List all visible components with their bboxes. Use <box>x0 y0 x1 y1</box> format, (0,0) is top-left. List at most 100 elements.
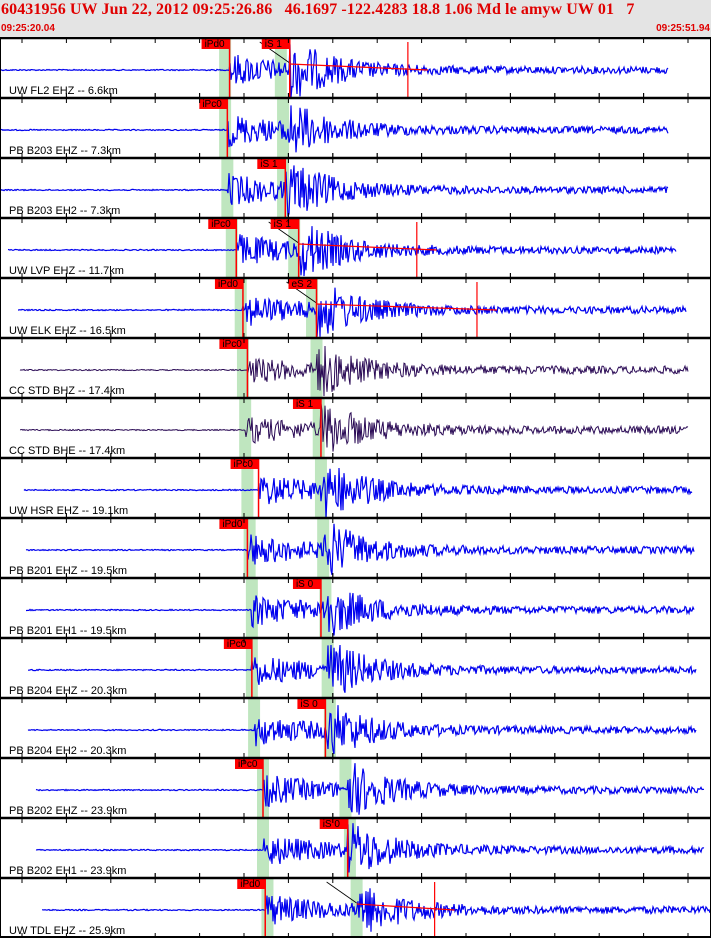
s-theoretical-band <box>274 38 287 98</box>
p-theoretical-band <box>219 98 232 158</box>
p-theoretical-band <box>219 38 232 98</box>
station-label: UW TDL EHZ -- 25.9km <box>9 925 125 937</box>
station-label: CC STD BHZ -- 17.4km <box>9 385 125 397</box>
s-pick-label: iS 0 <box>323 819 341 830</box>
p-pick-tag <box>235 758 264 769</box>
s-theoretical-band <box>288 218 301 278</box>
station-label: PB B201 EHZ -- 19.5km <box>9 565 127 577</box>
s-theoretical-band <box>314 458 327 518</box>
p-theoretical-band <box>245 578 258 638</box>
trace-row: iPd0 eS 2 UW ELK EHZ -- 16.5km <box>0 273 711 338</box>
p-pick-label: iPc0 <box>202 99 222 110</box>
trace-row: iPd0 PB B201 EHZ -- 19.5km <box>0 513 711 578</box>
p-theoretical-band <box>225 218 238 278</box>
p-pick-tag <box>223 638 252 649</box>
station-label: UW ELK EHZ -- 16.5km <box>9 325 126 337</box>
p-pick-tag <box>201 38 230 49</box>
s-pick-tag <box>292 398 321 409</box>
trace-row: iS 1 CC STD BHE -- 17.4km <box>0 393 711 458</box>
trace-row: iPc0 PB B202 EHZ -- 23.9km <box>0 753 711 818</box>
s-pick-tag <box>261 38 290 49</box>
p-pick-label: iPc0 <box>234 459 254 470</box>
trace-row: iS 1 PB B203 EH2 -- 7.3km <box>0 153 711 218</box>
p-theoretical-band <box>236 338 249 398</box>
coda-line <box>289 63 428 71</box>
waveform-trace <box>28 644 697 693</box>
s-pick-tag <box>297 698 326 709</box>
trace-row: iPc0 UW HSR EHZ -- 19.1km <box>0 453 711 518</box>
trace-row: iS 0 PB B204 EH2 -- 20.3km <box>0 693 711 758</box>
waveform-trace <box>35 823 705 873</box>
p-pick-label: iPc0 <box>222 339 242 350</box>
p-pick-tag <box>230 458 259 469</box>
p-pick-label: iPd0 <box>218 279 238 290</box>
trace-row: iPc0 iS 1 UW LVP EHZ -- 11.7km <box>0 213 711 278</box>
s-pick-label: iS 0 <box>300 699 318 710</box>
p-pick-label: iPd0 <box>205 39 225 50</box>
coda-line <box>356 903 455 911</box>
p-theoretical-band <box>241 458 254 518</box>
trace-row: iPd0 iS 1 UW FL2 EHZ -- 6.6km <box>0 37 711 98</box>
start-time: 09:25:20.04 <box>1 23 55 34</box>
header-bar: 60431956 UW Jun 22, 2012 09:25:26.86 46.… <box>0 0 711 37</box>
waveform-trace <box>35 763 705 815</box>
waveform-trace <box>0 105 669 153</box>
s-theoretical-band <box>306 278 319 338</box>
s-pick-label: iS 1 <box>274 219 292 230</box>
p-pick-label: iPc0 <box>227 639 247 650</box>
station-label: UW HSR EHZ -- 19.1km <box>9 505 128 517</box>
event-title: 60431956 UW Jun 22, 2012 09:25:26.86 46.… <box>1 1 635 18</box>
station-label: PB B202 EH1 -- 23.9km <box>9 865 126 877</box>
station-label: PB B201 EH1 -- 19.5km <box>9 625 126 637</box>
station-label: UW LVP EHZ -- 11.7km <box>9 265 124 277</box>
seismogram-plot: iPd0 iS 1 UW FL2 EHZ -- 6.6km iPc0 PB B203 E… <box>0 37 711 938</box>
s-pick-label: iS 1 <box>265 39 283 50</box>
waveform-trace <box>0 44 669 98</box>
waveform-trace <box>19 403 689 452</box>
station-label: PB B204 EHZ -- 20.3km <box>9 685 127 697</box>
p-pick-tag <box>208 218 237 229</box>
waveform-trace <box>0 165 669 217</box>
waveform-trace <box>26 592 695 636</box>
s-pick-tag <box>270 218 299 229</box>
trace-row: iS 0 PB B202 EH1 -- 23.9km <box>0 813 711 878</box>
p-pick-label: iPc0 <box>211 219 231 230</box>
trace-row: iPc0 PB B204 EHZ -- 20.3km <box>0 633 711 698</box>
p-pick-tag <box>199 98 228 109</box>
p-pick-label: iPd0 <box>240 879 260 890</box>
s-pick-label: iS 1 <box>296 399 314 410</box>
waveform-trace <box>18 287 687 337</box>
p-theoretical-band <box>234 278 247 338</box>
waveform-trace <box>7 226 677 277</box>
trace-row: iS 0 PB B201 EH1 -- 19.5km <box>0 573 711 638</box>
coda-line <box>298 243 437 251</box>
s-pick-label: eS 2 <box>291 279 312 290</box>
p-pick-tag <box>219 338 248 349</box>
p-pick-label: iPc0 <box>238 759 258 770</box>
waveform-trace <box>25 523 695 575</box>
coda-line <box>316 303 497 311</box>
waveform-trace <box>42 888 711 932</box>
p-theoretical-band <box>221 158 234 218</box>
station-label: UW FL2 EHZ -- 6.6km <box>9 85 118 97</box>
trace-row: iPc0 CC STD BHZ -- 17.4km <box>0 333 711 398</box>
waveform-trace <box>23 467 693 518</box>
s-pick-tag <box>257 158 286 169</box>
station-label: PB B203 EHZ -- 7.3km <box>9 145 121 157</box>
trace-row: iPc0 PB B203 EHZ -- 7.3km <box>0 93 711 158</box>
station-label: PB B202 EHZ -- 23.9km <box>9 805 127 817</box>
p-pick-tag <box>219 518 248 529</box>
s-pick-tag <box>288 278 317 289</box>
s-pick-label: iS 1 <box>260 159 278 170</box>
p-pick-label: iPd0 <box>222 519 242 530</box>
s-pick-tag <box>319 818 348 829</box>
station-label: PB B203 EH2 -- 7.3km <box>9 205 120 217</box>
trace-row: iPd0 UW TDL EHZ -- 25.9km <box>0 873 711 938</box>
station-label: PB B204 EH2 -- 20.3km <box>9 745 126 757</box>
station-label: CC STD BHE -- 17.4km <box>9 445 125 457</box>
s-pick-tag <box>292 578 321 589</box>
waveform-trace <box>19 345 689 397</box>
end-time: 09:25:51.94 <box>656 23 710 34</box>
waveform-trace <box>27 705 697 754</box>
p-pick-tag <box>214 278 243 289</box>
